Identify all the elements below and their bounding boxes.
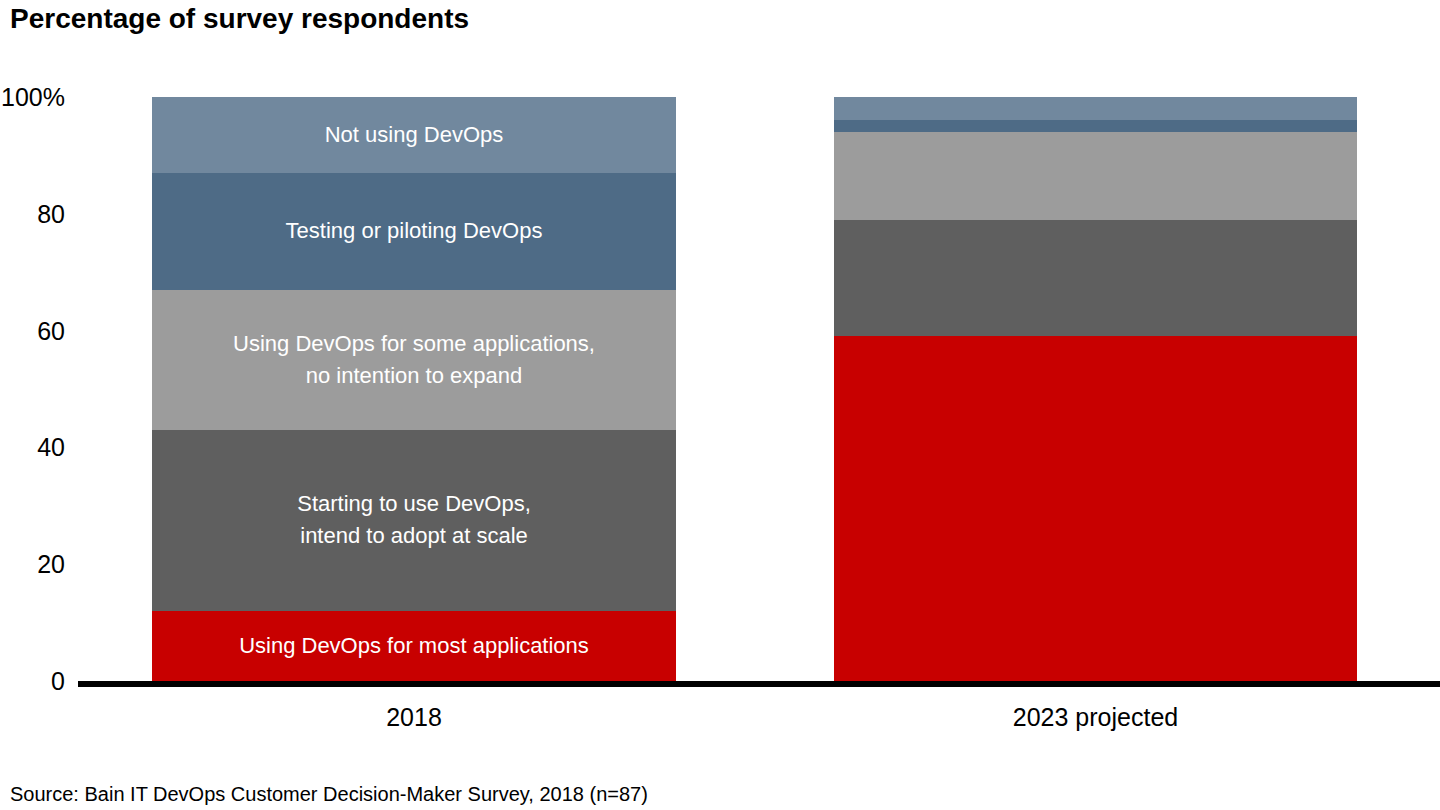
x-tick-2018: 2018 [152, 703, 676, 732]
bar-segment: Using DevOps for some applications, no i… [152, 290, 676, 430]
bar-segment [834, 336, 1357, 681]
segment-label: Not using DevOps [325, 119, 504, 151]
bar-segment: Starting to use DevOps, intend to adopt … [152, 430, 676, 611]
bar-segment [834, 132, 1357, 220]
bar-segment: Not using DevOps [152, 97, 676, 173]
source-note: Source: Bain IT DevOps Customer Decision… [10, 783, 648, 806]
bar-segment [834, 120, 1357, 132]
bar-segment [834, 220, 1357, 337]
x-tick-2023-projected: 2023 projected [834, 703, 1357, 732]
segment-label: Testing or piloting DevOps [286, 215, 543, 247]
bar-segment: Testing or piloting DevOps [152, 173, 676, 290]
plot-area: Not using DevOps Testing or piloting DevO… [0, 0, 1440, 810]
bar-segment: Using DevOps for most applications [152, 611, 676, 681]
x-axis-line [78, 681, 1440, 687]
segment-label: Starting to use DevOps, intend to adopt … [297, 488, 531, 552]
segment-label: Using DevOps for some applications, no i… [233, 328, 595, 392]
segment-label: Using DevOps for most applications [239, 630, 589, 662]
bar-segment [834, 97, 1357, 120]
chart-frame: Percentage of survey respondents 100% 80… [0, 0, 1440, 810]
